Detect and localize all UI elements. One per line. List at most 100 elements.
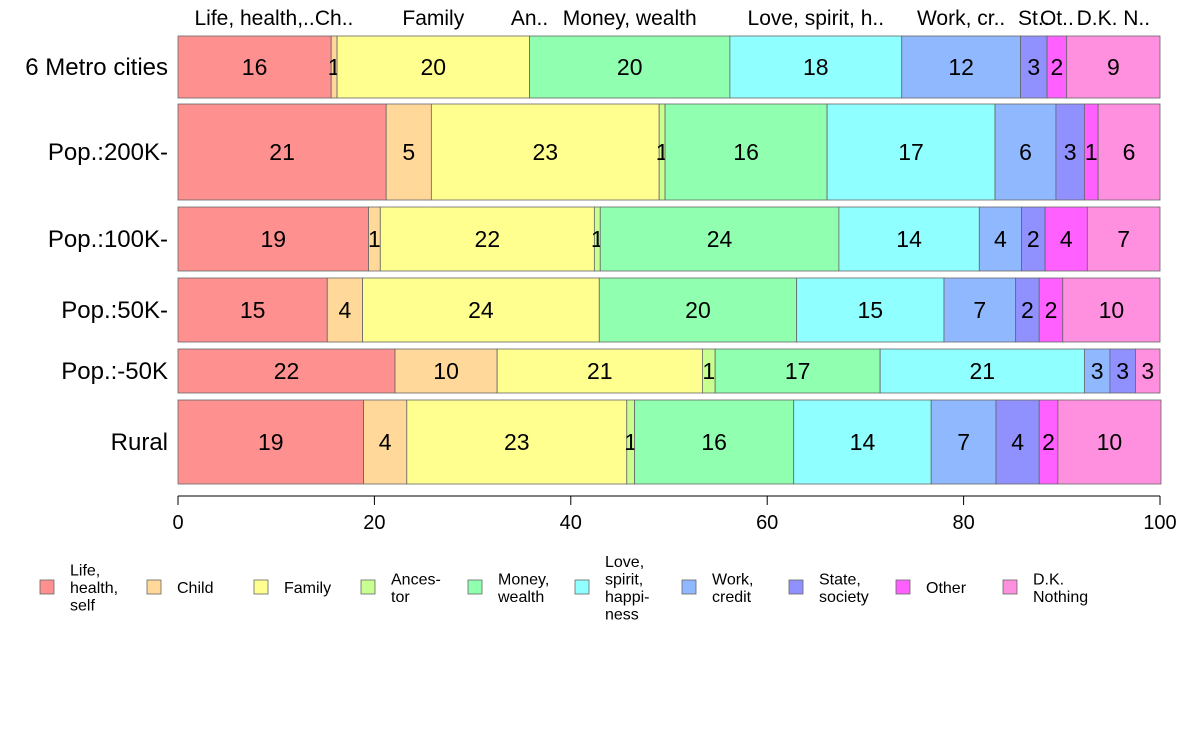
bar-segment <box>362 277 600 343</box>
legend: Life,health,self Child Family Ances-tor Mone… <box>39 554 1088 623</box>
data-label: 3 <box>1141 358 1154 384</box>
data-label: 4 <box>994 226 1007 252</box>
data-label: 7 <box>973 297 986 323</box>
bar-segment <box>714 348 881 394</box>
y-tick-label: Pop.:-50K <box>61 358 168 385</box>
bar-segment <box>796 277 945 343</box>
bar-segment <box>838 206 980 272</box>
bar-segment <box>177 103 387 201</box>
data-label: 2 <box>1042 429 1055 455</box>
data-label: 20 <box>421 54 447 80</box>
legend-label: Work, <box>712 571 753 588</box>
bar-segment <box>729 35 903 99</box>
data-label: 19 <box>258 429 284 455</box>
legend-label: Child <box>177 580 213 597</box>
data-label: 3 <box>1091 358 1104 384</box>
legend-label: Money, <box>498 571 549 588</box>
top-category-label: Ch.. <box>315 7 354 30</box>
bar-segment <box>1066 35 1161 99</box>
bar-segment <box>943 277 1017 343</box>
data-label: 9 <box>1107 54 1120 80</box>
top-category-label: An.. <box>511 7 548 30</box>
legend-label: Life, <box>70 563 100 580</box>
data-label: 15 <box>240 297 266 323</box>
bar-segment <box>1083 348 1111 394</box>
legend-label: Other <box>926 580 967 597</box>
data-label: 4 <box>1060 226 1073 252</box>
data-label: 20 <box>617 54 643 80</box>
bar-segment <box>177 348 396 394</box>
bar-segment <box>529 35 731 99</box>
data-label: 21 <box>587 358 613 384</box>
bar-segment <box>901 35 1021 99</box>
legend-swatch <box>253 579 269 595</box>
data-label: 17 <box>785 358 811 384</box>
bar-segment <box>1097 103 1161 201</box>
data-label: 6 <box>1123 139 1136 165</box>
data-label: 12 <box>948 54 974 80</box>
data-label: 2 <box>1045 297 1058 323</box>
bar-segment <box>385 103 432 201</box>
legend-label: society <box>819 589 869 606</box>
bar-segment <box>930 399 997 485</box>
data-label: 20 <box>685 297 711 323</box>
legend-label: ness <box>605 606 639 623</box>
legend-label: spirit, <box>605 571 643 588</box>
bar-segment <box>177 206 369 272</box>
data-label: 4 <box>1011 429 1024 455</box>
legend-label: tor <box>391 589 410 606</box>
data-label: 10 <box>1097 429 1123 455</box>
y-tick-label: Pop.:50K- <box>61 297 168 324</box>
bar-segment <box>634 399 795 485</box>
bar-segment <box>177 399 364 485</box>
bar-segment <box>1109 348 1136 394</box>
legend-label: State, <box>819 571 861 588</box>
data-label: 5 <box>402 139 415 165</box>
top-category-label: Life, health,.. <box>194 7 314 30</box>
bar-segment <box>1062 277 1161 343</box>
data-label: 10 <box>1099 297 1125 323</box>
data-label: 4 <box>339 297 352 323</box>
legend-swatch <box>39 579 55 595</box>
data-label: 16 <box>701 429 727 455</box>
data-label: 1 <box>368 226 381 252</box>
data-label: 21 <box>269 139 295 165</box>
data-label: 17 <box>898 139 924 165</box>
data-label: 3 <box>1064 139 1077 165</box>
data-label: 2 <box>1021 297 1034 323</box>
bar-segment <box>1020 35 1048 99</box>
bars-layer: 16 1 20 20 18 12 3 2 921 5 23 1 16 17 6 3 1 619 1 22 1 24 14 4 2… <box>177 35 1162 485</box>
legend-label: Nothing <box>1033 589 1088 606</box>
legend-label: Love, <box>605 554 644 571</box>
top-category-label: D.K. N.. <box>1077 7 1151 30</box>
bar-segment <box>995 399 1040 485</box>
bar-segment <box>177 35 332 99</box>
x-tick-label: 0 <box>172 512 183 534</box>
legend-label: D.K. <box>1033 571 1064 588</box>
data-label: 1 <box>1085 139 1098 165</box>
bar-segment <box>1086 206 1161 272</box>
data-label: 16 <box>733 139 759 165</box>
bar-segment <box>1057 399 1162 485</box>
top-category-label: Work, cr.. <box>917 7 1005 30</box>
bar-segment <box>826 103 996 201</box>
legend-label: wealth <box>497 589 544 606</box>
top-category-label: St.. <box>1018 7 1050 30</box>
bar-segment <box>363 399 408 485</box>
data-label: 16 <box>242 54 268 80</box>
data-label: 23 <box>532 139 558 165</box>
data-label: 15 <box>858 297 884 323</box>
data-label: 18 <box>803 54 829 80</box>
bar-segment <box>1135 348 1161 394</box>
bar-segment <box>394 348 498 394</box>
data-label: 22 <box>274 358 300 384</box>
data-label: 14 <box>896 226 922 252</box>
bar-segment <box>664 103 828 201</box>
legend-swatch <box>467 579 483 595</box>
x-tick-label: 40 <box>560 512 582 534</box>
data-label: 7 <box>1117 226 1130 252</box>
top-category-label: Ot.. <box>1040 7 1074 30</box>
data-label: 3 <box>1027 54 1040 80</box>
y-tick-label: Pop.:200K- <box>48 139 168 166</box>
